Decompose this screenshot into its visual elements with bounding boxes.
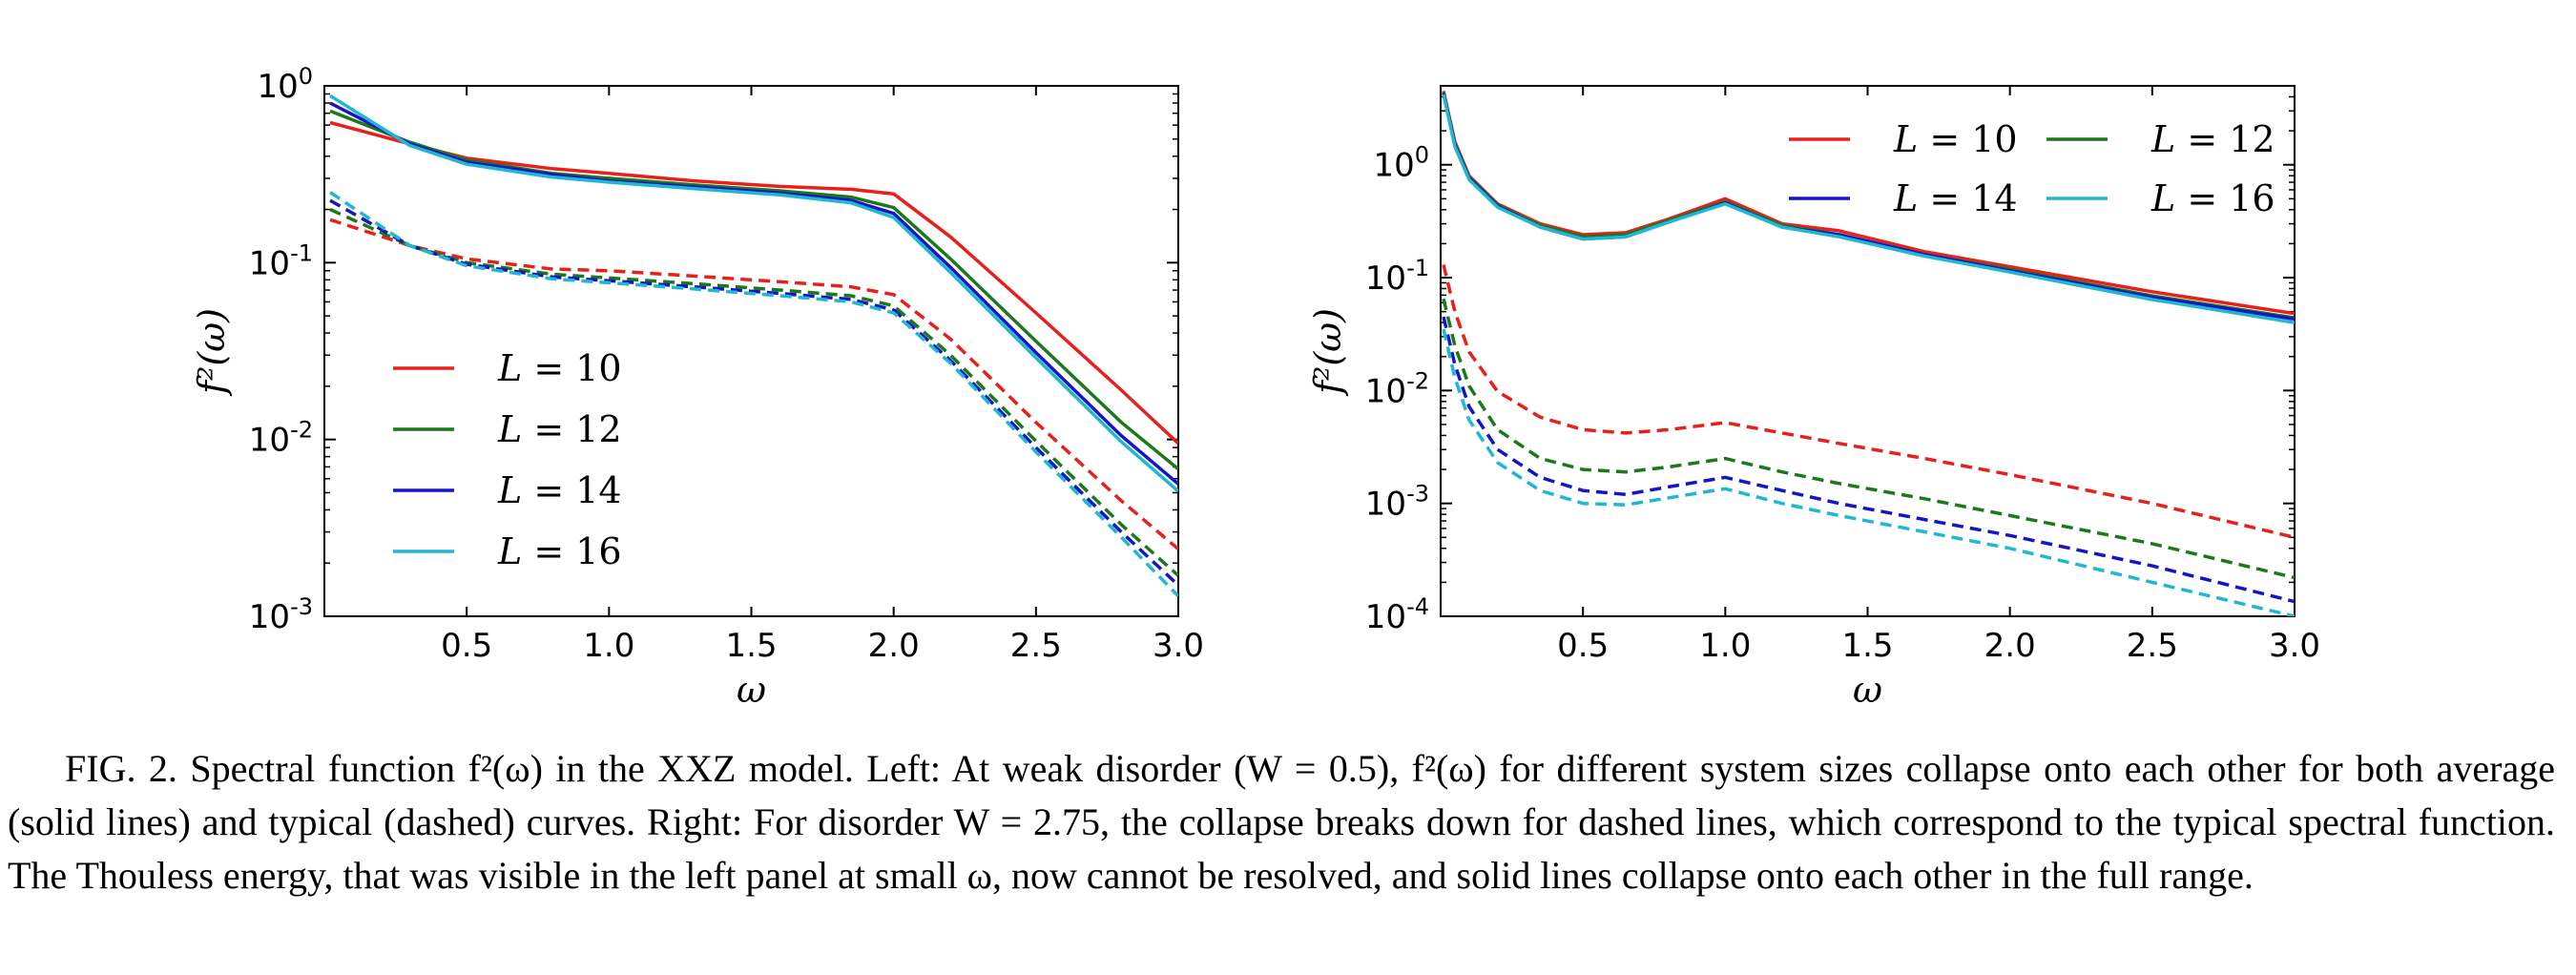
series-line-dashed [329,207,1178,577]
right-panel: 0.5 1.0 1.5 2.0 2.5 3.0 100 10-1 10-2 10-3 10-4 ω f²… [1307,85,2320,711]
y-tick-label: 100 [1373,142,1429,185]
x-tick-label: 1.0 [583,627,634,665]
legend-label: L = 14 [497,469,622,511]
x-tick-label: 1.5 [1841,627,1893,665]
series-line-solid [329,93,1178,493]
x-axis-label: ω [1853,669,1882,711]
axes-frame [323,85,1179,617]
legend-label: L = 12 [497,408,622,450]
series-line-dashed [1442,328,2295,616]
axes-frame [1440,85,2296,617]
y-tick-label: 10-1 [1365,255,1429,298]
series-line-solid [329,120,1178,446]
y-tick-label: 10-3 [1365,481,1429,524]
x-tick-label: 2.5 [1010,627,1062,665]
y-tick-label: 10-2 [249,417,313,460]
y-tick-label: 100 [257,63,313,106]
series-line-solid [1442,93,2295,324]
series-line-solid [329,109,1178,471]
y-tick-label: 10-2 [1365,367,1429,410]
series-line-dashed [1442,264,2295,540]
series-line-dashed [329,218,1178,550]
x-tick-label: 1.5 [725,627,777,665]
left-panel: 0.5 1.0 1.5 2.0 2.5 3.0 100 10-1 10-2 10-3 ω f²(ω) L… [191,63,1204,711]
x-axis-label: ω [737,669,766,711]
caption-text: Spectral function f²(ω) in the XXZ model… [8,747,2556,897]
y-tick-label: 10-4 [1365,593,1429,636]
legend-label: L = 10 [1893,118,2018,160]
legend-label: L = 16 [2150,177,2275,219]
x-tick-label: 1.0 [1699,627,1751,665]
x-tick-label: 2.0 [868,627,920,665]
figure-caption: FIG. 2. Spectral function f²(ω) in the X… [8,742,2555,902]
y-axis-label: f²(ω) [191,308,233,397]
series-line-dashed [329,191,1178,598]
y-tick-label: 10-1 [249,239,313,282]
legend-label: L = 10 [497,347,622,389]
series-line-solid [329,101,1178,486]
x-tick-label: 2.5 [2127,627,2178,665]
x-tick-label: 0.5 [441,627,492,665]
figure-canvas: 0.5 1.0 1.5 2.0 2.5 3.0 100 10-1 10-2 10-3 ω f²(ω) L… [191,63,2320,711]
legend-label: L = 12 [2150,118,2275,160]
y-tick-label: 10-3 [249,593,313,636]
legend-label: L = 14 [1893,177,2018,219]
series-line-dashed [1442,316,2295,604]
x-tick-label: 0.5 [1557,627,1609,665]
x-tick-label: 3.0 [1153,627,1204,665]
series-line-dashed [1442,298,2295,580]
x-tick-label: 2.0 [1984,627,2036,665]
legend-label: L = 16 [497,530,622,572]
x-tick-label: 3.0 [2269,627,2320,665]
caption-label: FIG. 2. [65,747,177,790]
y-axis-label: f²(ω) [1307,308,1349,397]
